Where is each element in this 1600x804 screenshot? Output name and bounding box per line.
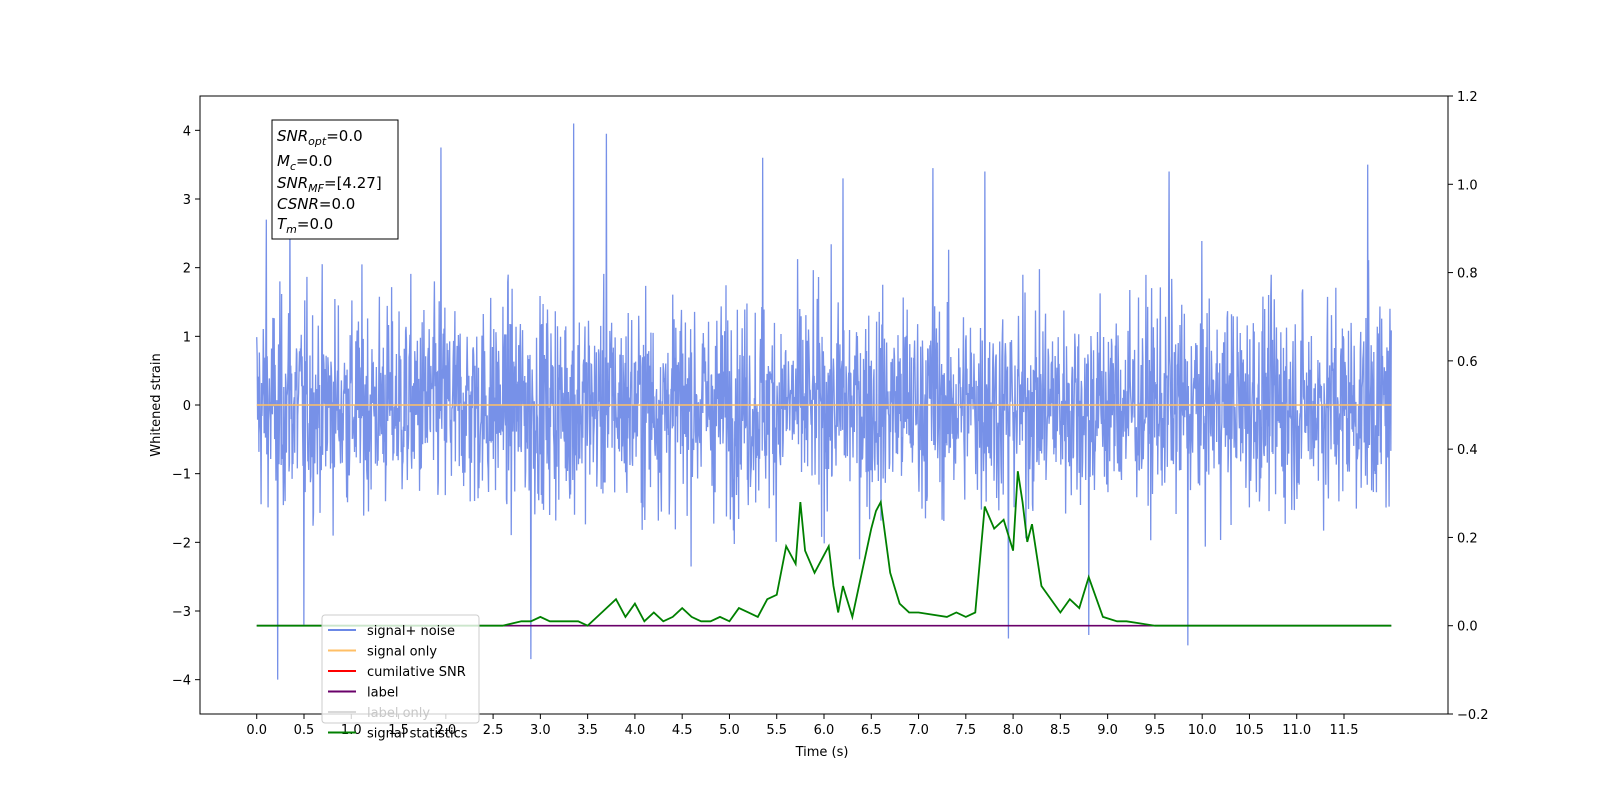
x-tick-label: 3.5 <box>577 723 598 738</box>
x-axis: 0.0 0.5 1.0 1.5 2.0 2.5 3.0 3.5 4.0 4.5 5.0 5.5 6.0 6… <box>246 714 1358 738</box>
annotation-line-snr-opt: SNRopt=0.0 <box>277 127 363 148</box>
y-right-tick-label: 0.8 <box>1457 267 1478 282</box>
y-axis-right: 1.2 1.0 0.8 0.6 0.4 0.2 0.0 −0.2 <box>1448 90 1489 723</box>
y-axis-label: Whitened strain <box>149 353 164 456</box>
x-tick-label: 1.0 <box>341 723 362 738</box>
x-tick-label: 6.0 <box>814 723 835 738</box>
y-right-tick-label: 1.2 <box>1457 90 1478 105</box>
y-left-tick-label: −3 <box>172 605 191 620</box>
annotation-line-snr-mf: SNRMF=[4.27] <box>277 174 382 195</box>
x-tick-label: 11.0 <box>1282 723 1311 738</box>
x-tick-label: 4.0 <box>625 723 646 738</box>
x-tick-label: 10.0 <box>1188 723 1217 738</box>
x-tick-label: 1.5 <box>388 723 409 738</box>
x-tick-label: 8.0 <box>1003 723 1024 738</box>
x-tick-label: 2.0 <box>435 723 456 738</box>
y-left-tick-label: 2 <box>183 262 191 277</box>
legend-label: label <box>367 686 398 701</box>
legend-label: label only <box>367 706 430 721</box>
legend-label: cumilative SNR <box>367 665 466 680</box>
y-left-tick-label: 3 <box>183 193 191 208</box>
x-tick-label: 7.0 <box>908 723 929 738</box>
legend-label: signal+ noise <box>367 624 455 639</box>
legend-label: signal statistics <box>367 727 468 742</box>
y-right-tick-label: 0.4 <box>1457 443 1478 458</box>
annotation-box <box>271 119 399 240</box>
signal-noise-line <box>256 123 1392 680</box>
x-tick-label: 2.5 <box>483 723 504 738</box>
x-tick-label: 6.5 <box>861 723 882 738</box>
annotation-line-mc: Mc=0.0 <box>277 152 332 173</box>
y-left-tick-label: −1 <box>172 468 191 483</box>
x-tick-label: 9.0 <box>1097 723 1118 738</box>
y-right-tick-label: 0.0 <box>1457 620 1478 635</box>
x-axis-label: Time (s) <box>795 745 849 760</box>
x-tick-label: 10.5 <box>1235 723 1264 738</box>
y-right-tick-label: 0.6 <box>1457 355 1478 370</box>
y-left-tick-label: −2 <box>172 536 191 551</box>
annotation-line-csnr: CSNR=0.0 <box>277 195 355 213</box>
x-tick-label: 8.5 <box>1050 723 1071 738</box>
legend-label: signal only <box>367 645 437 660</box>
x-tick-label: 0.0 <box>246 723 267 738</box>
y-left-tick-label: −4 <box>172 674 191 689</box>
x-tick-label: 11.5 <box>1330 723 1359 738</box>
y-right-tick-label: −0.2 <box>1457 708 1489 723</box>
series-line-signal-statistics <box>256 471 1392 627</box>
annotation-line-tm: Tm=0.0 <box>277 215 333 236</box>
x-tick-label: 4.5 <box>672 723 693 738</box>
x-tick-label: 5.0 <box>719 723 740 738</box>
y-left-tick-label: 0 <box>183 399 191 414</box>
y-right-tick-label: 1.0 <box>1457 178 1478 193</box>
stats-annotation: SNRopt=0.0 Mc=0.0 SNRMF=[4.27] CSNR=0.0 … <box>271 119 399 240</box>
legend-box <box>321 614 480 724</box>
legend: signal+ noise signal only cumilative SNR la… <box>321 614 480 742</box>
x-tick-label: 7.5 <box>955 723 976 738</box>
x-tick-label: 3.0 <box>530 723 551 738</box>
x-tick-label: 9.5 <box>1145 723 1166 738</box>
y-left-tick-label: 4 <box>183 124 191 139</box>
y-left-tick-label: 1 <box>183 330 191 345</box>
legend-entries: signal+ noise signal only cumilative SNR la… <box>328 624 468 742</box>
x-tick-label: 0.5 <box>294 723 315 738</box>
y-right-tick-label: 0.2 <box>1457 531 1478 546</box>
signal-noise-series <box>256 123 1392 680</box>
x-tick-label: 5.5 <box>766 723 787 738</box>
y-axis-left: 4 3 2 1 0 −1 −2 −3 −4 <box>172 124 200 689</box>
